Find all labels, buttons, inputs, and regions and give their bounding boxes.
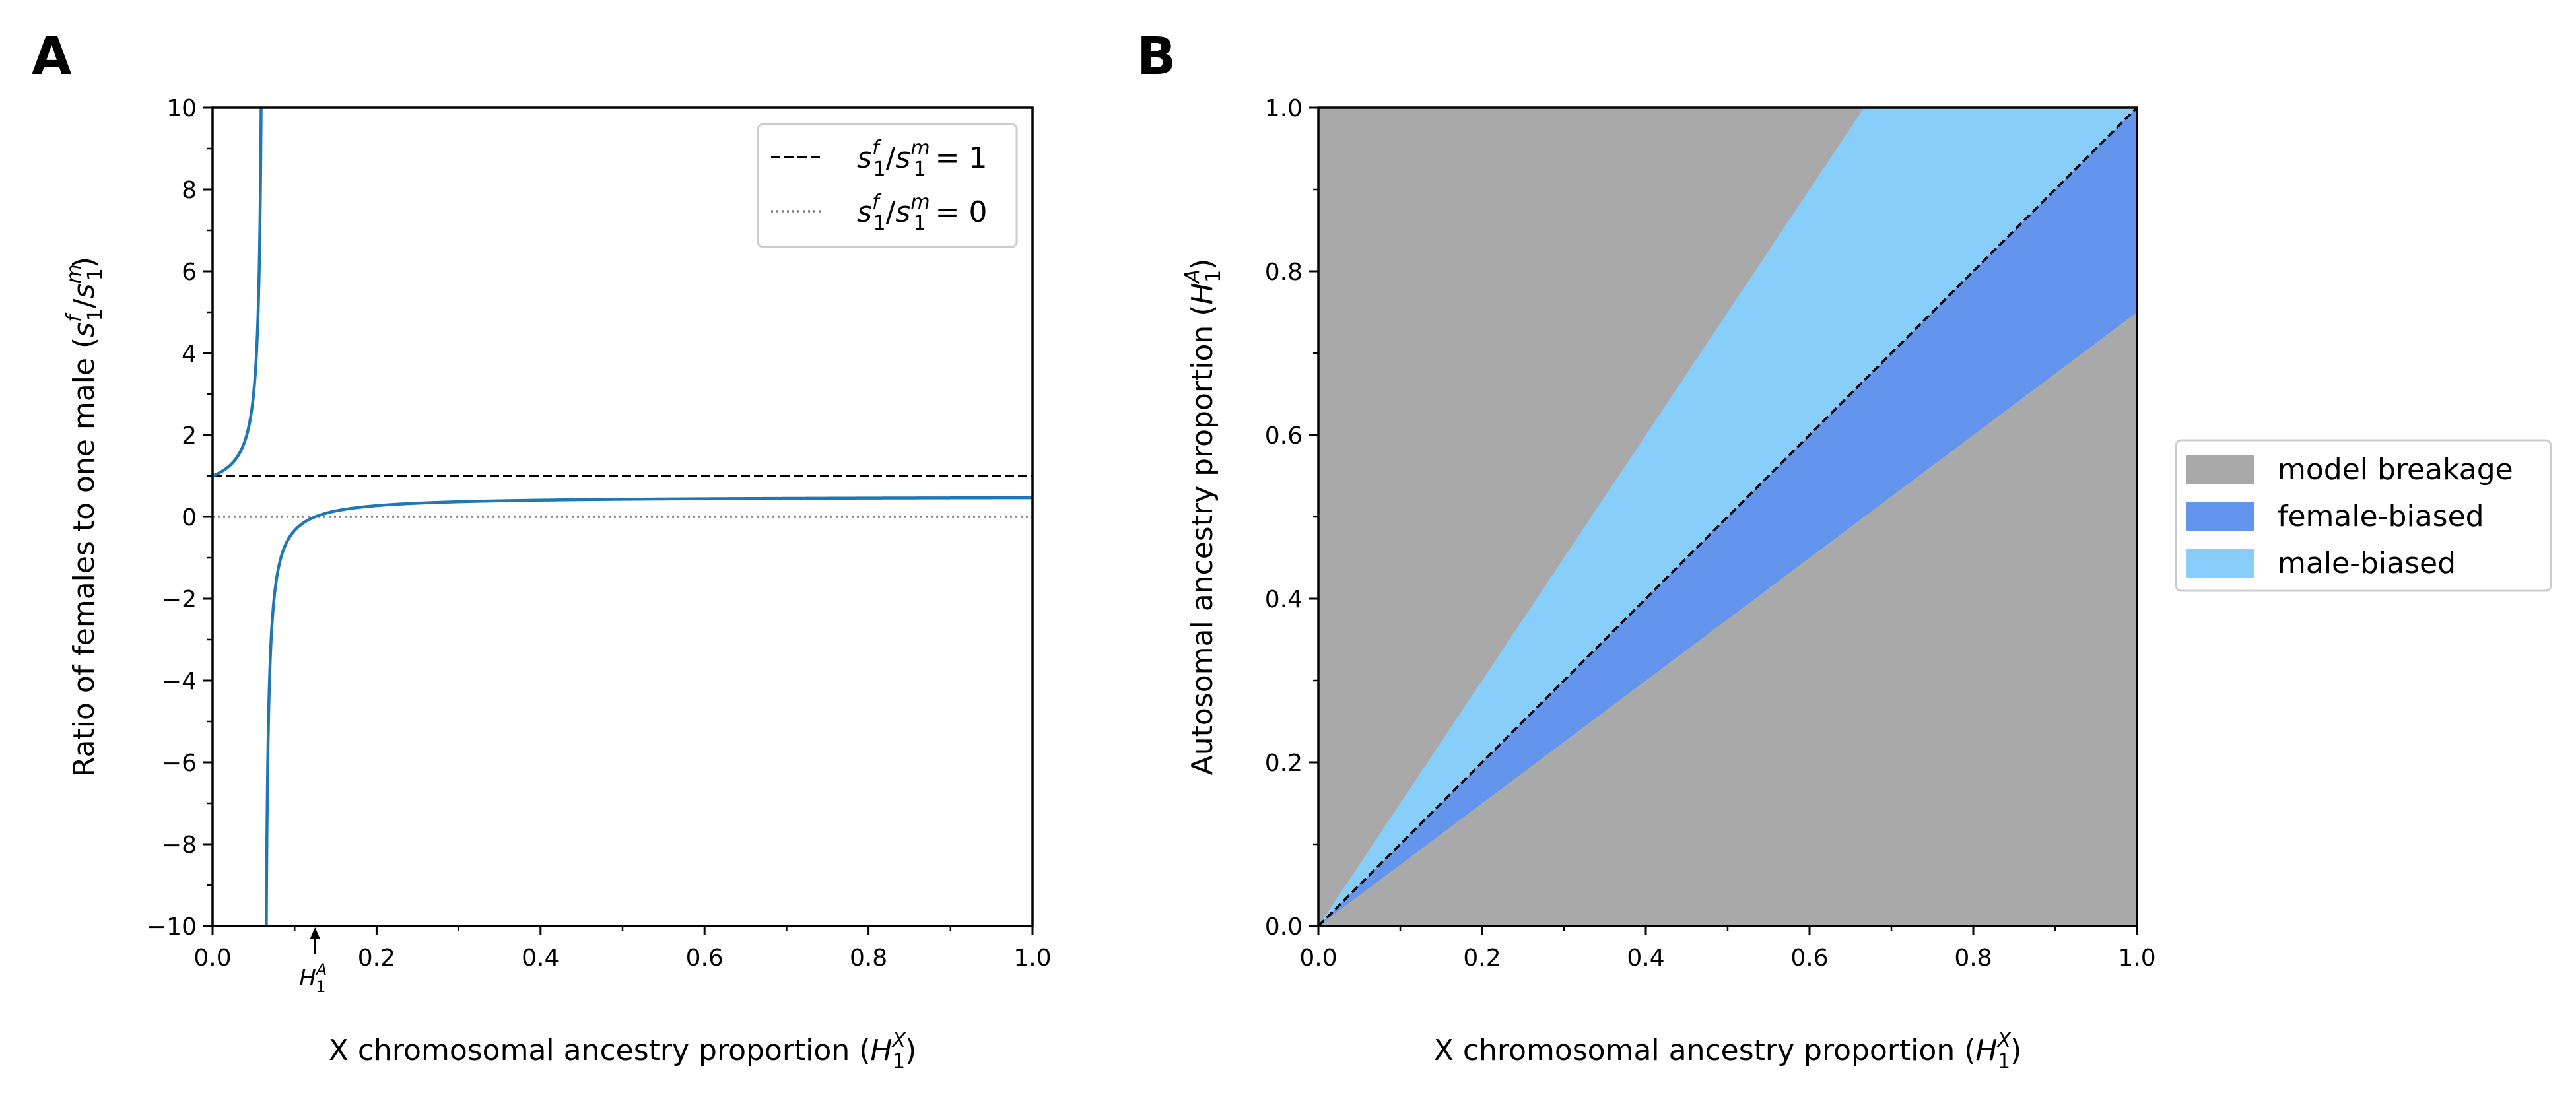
panel-a-curves	[213, 108, 1033, 926]
legend-swatch-male-biased	[2186, 549, 2254, 578]
legend-swatch-female-biased	[2186, 502, 2254, 531]
x-tick-label: 1.0	[1013, 945, 1051, 972]
legend-ratio-equals-one: sf 1/sm 1 = 1	[857, 137, 988, 181]
panel-b-y-ticks: 0.0 0.2 0.4 0.6 0.8 1.0	[1265, 95, 1318, 941]
legend-ratio-equals-zero: sf 1/sm 1 = 0	[857, 191, 988, 235]
panel-a-y-axis-label: Ratio of females to one male (sf1/sm1)	[63, 257, 107, 777]
curve-right-branch	[265, 496, 1033, 926]
panel-b-x-axis-label: X chromosomal ancestry proportion (HX 1)	[1434, 1029, 2022, 1073]
y-tick-label: 8	[182, 177, 197, 204]
panel-b-x-ticks: 0.0 0.2 0.4 0.6 0.8 1.0	[1299, 926, 2156, 972]
y-tick-label: −6	[162, 750, 197, 777]
curve-left-branch	[213, 108, 263, 478]
x-tick-label: 0.0	[1299, 945, 1337, 972]
y-tick-label: 2	[182, 422, 197, 450]
panel-b: B 0.0 0.2 0.4 0.6 0.8 1.0 0.00.20.40.60.81.0 …	[1137, 27, 2552, 1073]
x-tick-label: 0.2	[358, 945, 395, 972]
y-tick-label: 0.4	[1265, 586, 1303, 613]
x-tick-label: 0.4	[1627, 945, 1664, 972]
y-tick-label: −4	[162, 668, 197, 695]
legend-label-male-biased: male-biased	[2278, 547, 2456, 580]
panel-b-legend: model breakage female-biased male-biased	[2175, 439, 2552, 592]
x-tick-label: 0.8	[850, 945, 887, 972]
y-tick-label: 1.0	[1265, 95, 1303, 122]
y-tick-label: 4	[182, 341, 197, 368]
x-tick-label: 0.6	[686, 945, 724, 972]
ha-marker-label: HA 1	[299, 960, 327, 996]
y-tick-label: 0.6	[1265, 422, 1303, 450]
diagonal-line	[1318, 108, 2137, 926]
y-tick-label: −2	[162, 586, 197, 613]
panel-b-y-axis-label: Autosomal ancestry proportion (HA1)	[1181, 259, 1225, 776]
x-tick-label: 1.0	[2118, 945, 2155, 972]
panel-a-legend-box	[757, 123, 1018, 248]
panel-a-y-ticks: −10 −8 −6 −4 −2 0 2 4 6 8 10	[147, 95, 213, 941]
x-tick-label: 0.6	[1790, 945, 1828, 972]
legend-label-model-breakage: model breakage	[2278, 453, 2513, 486]
panel-a-legend: sf 1/sm 1 = 1 sf 1/sm 1 = 0	[757, 123, 1018, 248]
panel-a: A 0.0 0.2 0.4 0.6 0.8 1.0 −10−8−6−4−20246810 …	[32, 27, 1052, 1073]
x-tick-label: 0.2	[1463, 945, 1501, 972]
panel-a-label: A	[32, 27, 71, 86]
panel-b-regions	[1318, 108, 2137, 926]
panel-b-label: B	[1137, 27, 1176, 86]
y-tick-label: 10	[166, 95, 197, 122]
panel-a-x-axis-label: X chromosomal ancestry proportion (HX 1)	[329, 1029, 917, 1073]
legend-swatch-model-breakage	[2186, 455, 2254, 484]
x-tick-label: 0.8	[1954, 945, 1992, 972]
y-tick-label: 0	[182, 504, 197, 531]
y-tick-label: −10	[147, 914, 197, 941]
y-tick-label: −8	[162, 832, 197, 859]
y-tick-label: 0.2	[1265, 750, 1303, 777]
x-tick-label: 0.0	[193, 945, 231, 972]
ha-marker-arrow-head	[310, 927, 321, 939]
y-tick-label: 0.0	[1265, 914, 1303, 941]
panel-a-reference-lines	[213, 475, 1033, 518]
panel-a-x-ticks: 0.0 0.2 0.4 0.6 0.8 1.0	[193, 926, 1052, 972]
legend-label-female-biased: female-biased	[2278, 500, 2484, 533]
panel-a-ha-marker: HA 1	[299, 927, 327, 996]
x-tick-label: 0.4	[522, 945, 559, 972]
y-tick-label: 0.8	[1265, 259, 1303, 286]
panel-b-legend-box	[2175, 439, 2552, 592]
y-tick-label: 6	[182, 259, 197, 286]
